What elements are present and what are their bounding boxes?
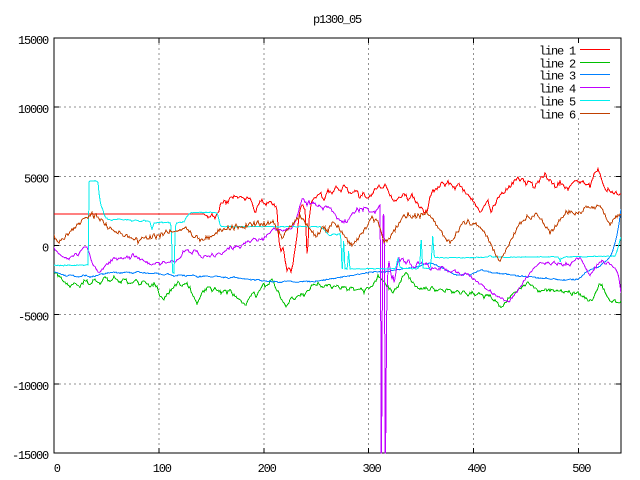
svg-text:500: 500 xyxy=(572,462,591,476)
svg-text:-5000: -5000 xyxy=(18,311,49,325)
svg-text:0: 0 xyxy=(54,462,61,476)
svg-text:0: 0 xyxy=(42,242,49,256)
svg-text:15000: 15000 xyxy=(18,34,49,48)
svg-text:10000: 10000 xyxy=(18,103,49,117)
svg-text:-15000: -15000 xyxy=(12,449,49,463)
svg-text:5000: 5000 xyxy=(24,172,49,186)
svg-text:-10000: -10000 xyxy=(12,380,49,394)
svg-text:400: 400 xyxy=(467,462,486,476)
svg-text:300: 300 xyxy=(362,462,381,476)
svg-text:line 1: line 1 xyxy=(539,45,576,59)
svg-text:line 5: line 5 xyxy=(539,96,576,110)
svg-text:200: 200 xyxy=(258,462,277,476)
svg-text:line 6: line 6 xyxy=(539,109,576,123)
svg-text:line 4: line 4 xyxy=(539,83,576,97)
svg-text:line 3: line 3 xyxy=(539,70,576,84)
svg-text:100: 100 xyxy=(153,462,172,476)
svg-text:line 2: line 2 xyxy=(539,58,576,72)
svg-text:p1300_05: p1300_05 xyxy=(313,13,362,27)
